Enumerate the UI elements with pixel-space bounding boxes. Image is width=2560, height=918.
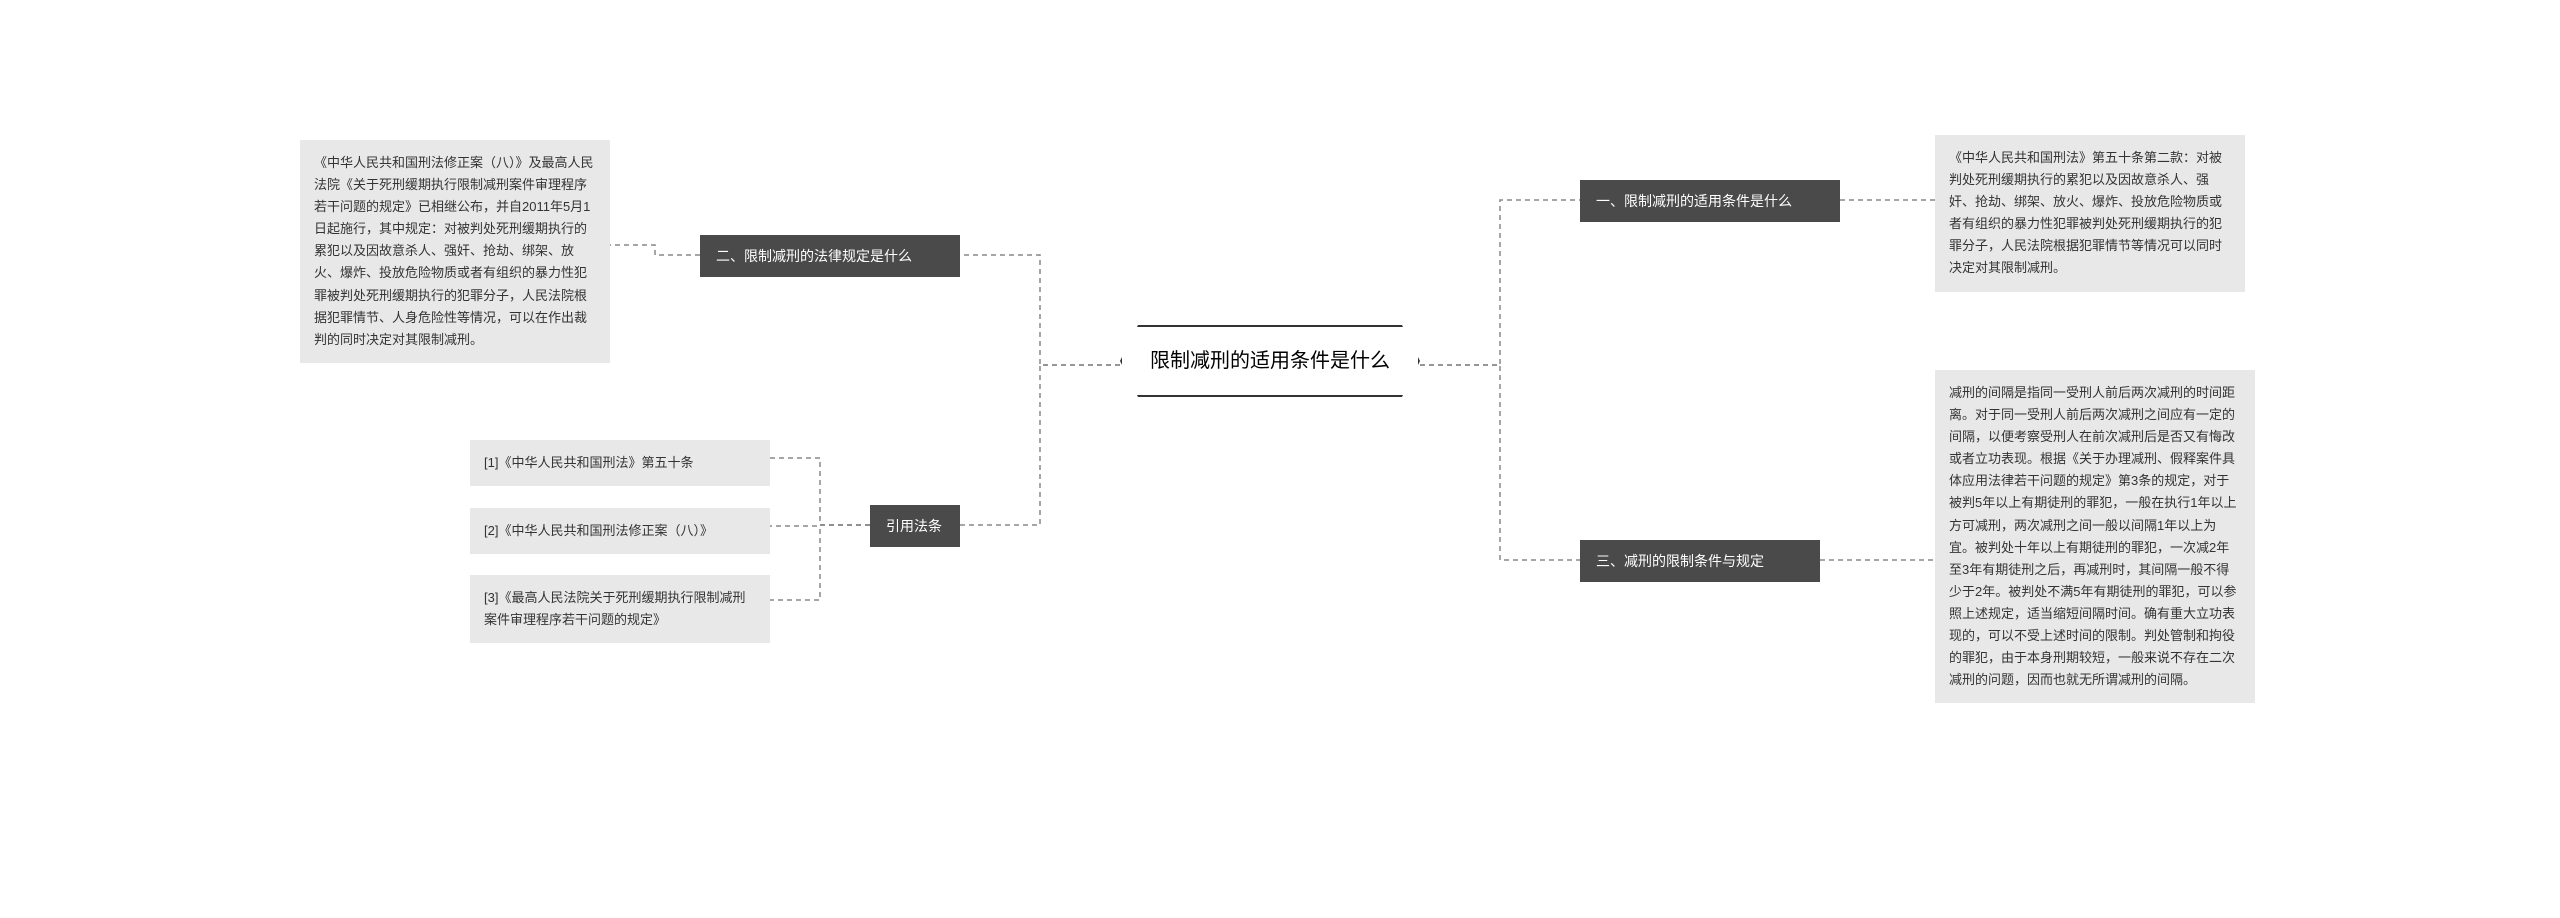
connector <box>1420 200 1580 365</box>
leaf-l1a: 《中华人民共和国刑法修正案（八）》及最高人民法院《关于死刑缓期执行限制减刑案件审… <box>300 140 610 363</box>
branch-r2: 三、减刑的限制条件与规定 <box>1580 540 1820 582</box>
connector <box>770 458 870 525</box>
branch-r1: 一、限制减刑的适用条件是什么 <box>1580 180 1840 222</box>
branch-l2: 引用法条 <box>870 505 960 547</box>
connector <box>610 245 700 255</box>
center-node: 限制减刑的适用条件是什么 <box>1120 325 1420 397</box>
leaf-l2c: [3]《最高人民法院关于死刑缓期执行限制减刑案件审理程序若干问题的规定》 <box>470 575 770 643</box>
leaf-l2a: [1]《中华人民共和国刑法》第五十条 <box>470 440 770 486</box>
connector <box>1420 365 1580 560</box>
connector <box>960 365 1120 525</box>
leaf-r1a: 《中华人民共和国刑法》第五十条第二款：对被判处死刑缓期执行的累犯以及因故意杀人、… <box>1935 135 2245 292</box>
connector <box>770 525 870 600</box>
leaf-l2b: [2]《中华人民共和国刑法修正案（八）》 <box>470 508 770 554</box>
connector <box>960 255 1120 365</box>
leaf-r2a: 减刑的间隔是指同一受刑人前后两次减刑的时间距离。对于同一受刑人前后两次减刑之间应… <box>1935 370 2255 703</box>
connector <box>770 525 870 526</box>
branch-l1: 二、限制减刑的法律规定是什么 <box>700 235 960 277</box>
